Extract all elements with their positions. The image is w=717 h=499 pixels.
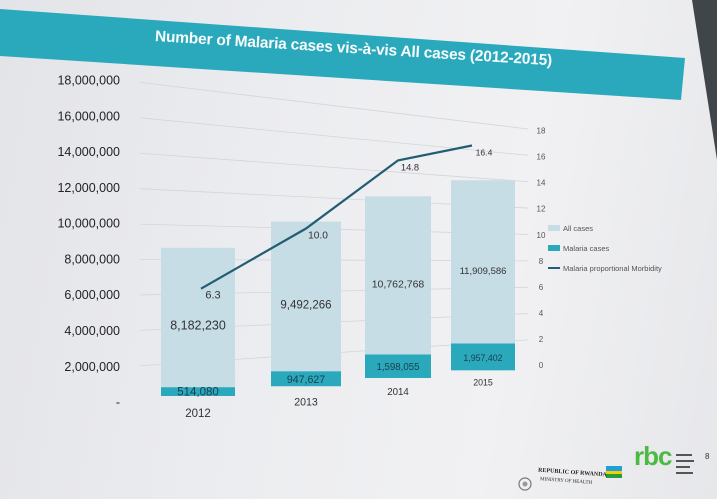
data-label-all-cases: 11,909,586	[460, 266, 507, 277]
y-right-tick-label: 8	[539, 257, 544, 266]
page-number: 8	[705, 452, 710, 461]
legend-label: All cases	[563, 224, 593, 233]
y-left-tick-label: 18,000,000	[57, 74, 120, 88]
y-left-tick-label: 6,000,000	[64, 288, 120, 302]
legend-label: Malaria proportional Morbidity	[563, 264, 662, 273]
rwanda-flag-icon	[606, 466, 622, 478]
data-label-morbidity: 6.3	[205, 290, 220, 302]
y-left-tick-label: 2,000,000	[64, 360, 120, 374]
data-label-all-cases: 8,182,230	[170, 319, 226, 333]
y-right-tick-label: 12	[537, 205, 546, 214]
data-label-all-cases: 10,762,768	[372, 278, 425, 290]
data-label-morbidity: 14.8	[401, 161, 419, 172]
bar-all-cases	[365, 196, 431, 355]
bar-all-cases	[451, 180, 515, 344]
bar-all-cases	[161, 247, 235, 388]
y-left-tick-label: -	[116, 396, 120, 410]
bar-malaria-cases	[161, 387, 235, 396]
data-label-malaria-cases: 1,957,402	[463, 353, 502, 363]
line-morbidity	[200, 144, 473, 290]
data-label-malaria-cases: 1,598,055	[376, 362, 419, 373]
rbc-tagline-lines	[676, 454, 694, 474]
rbc-logo: rbc	[634, 441, 672, 471]
y-left-tick-label: 8,000,000	[64, 252, 120, 266]
title-band	[0, 9, 685, 100]
y-left-tick-label: 16,000,000	[57, 109, 120, 123]
y-right-tick-label: 10	[537, 231, 546, 240]
y-left-tick-label: 14,000,000	[57, 145, 120, 159]
y-right-tick-label: 2	[539, 335, 544, 344]
gridline	[139, 117, 529, 156]
rwanda-seal-icon	[518, 477, 532, 491]
data-label-morbidity: 16.4	[476, 147, 493, 157]
bar-all-cases	[271, 221, 341, 372]
gridline	[139, 82, 529, 130]
y-right-tick-label: 16	[537, 152, 546, 161]
data-label-all-cases: 9,492,266	[280, 299, 331, 311]
data-label-malaria-cases: 514,080	[177, 387, 219, 399]
x-tick-label: 2014	[387, 387, 409, 398]
y-right-tick-label: 0	[539, 361, 544, 370]
y-left-tick-label: 10,000,000	[57, 217, 120, 231]
y-right-tick-label: 4	[539, 309, 544, 318]
y-right-tick-label: 18	[537, 126, 546, 135]
bar-malaria-cases	[365, 354, 431, 378]
x-tick-label: 2013	[294, 396, 318, 408]
x-tick-label: 2012	[185, 408, 211, 420]
bar-malaria-cases	[451, 343, 515, 371]
legend-swatch	[548, 245, 560, 251]
legend-swatch	[548, 225, 560, 231]
gridline	[139, 152, 529, 183]
x-tick-label: 2015	[473, 377, 493, 387]
data-label-morbidity: 10.0	[308, 231, 328, 242]
y-right-tick-label: 14	[537, 179, 546, 188]
legend-label: Malaria cases	[563, 244, 610, 253]
bar-malaria-cases	[271, 371, 341, 387]
y-left-tick-label: 4,000,000	[64, 324, 120, 338]
y-right-tick-label: 6	[539, 283, 544, 292]
y-left-tick-label: 12,000,000	[57, 181, 120, 195]
data-label-malaria-cases: 947,627	[287, 374, 325, 386]
